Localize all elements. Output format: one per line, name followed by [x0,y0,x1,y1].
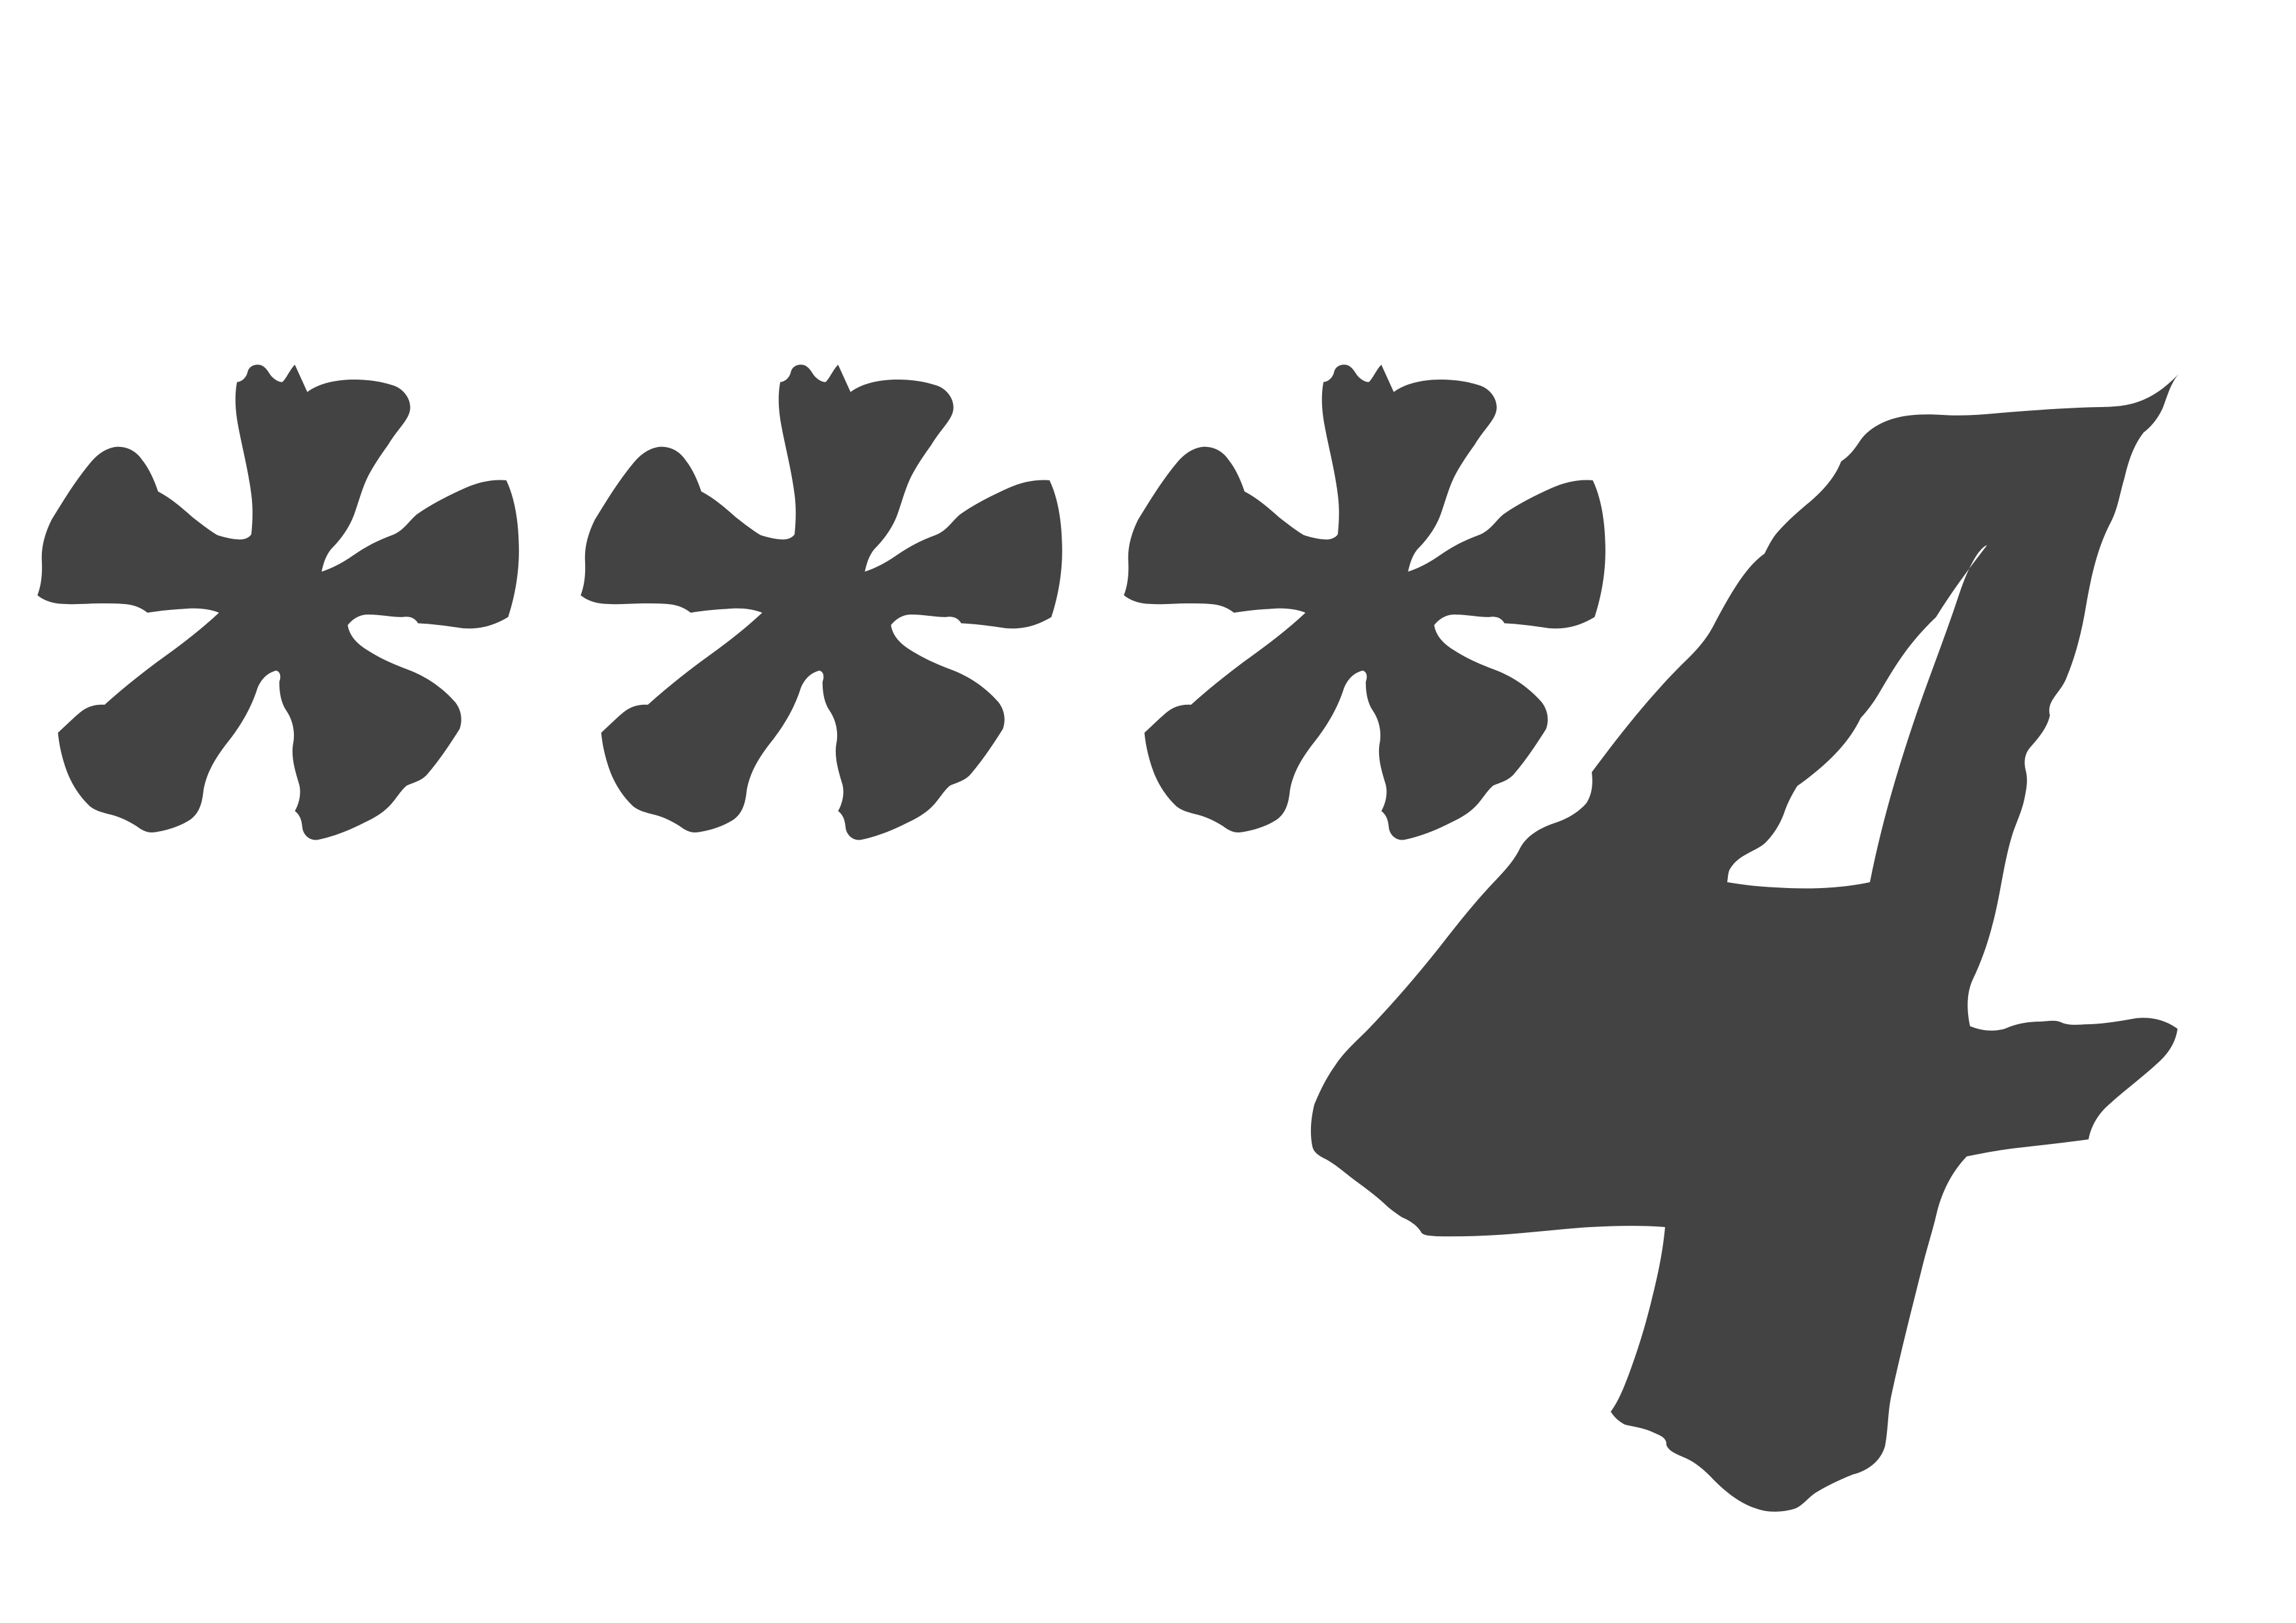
asterisk-1: * [37,365,519,840]
digit-four: 4 [1310,374,2179,1512]
